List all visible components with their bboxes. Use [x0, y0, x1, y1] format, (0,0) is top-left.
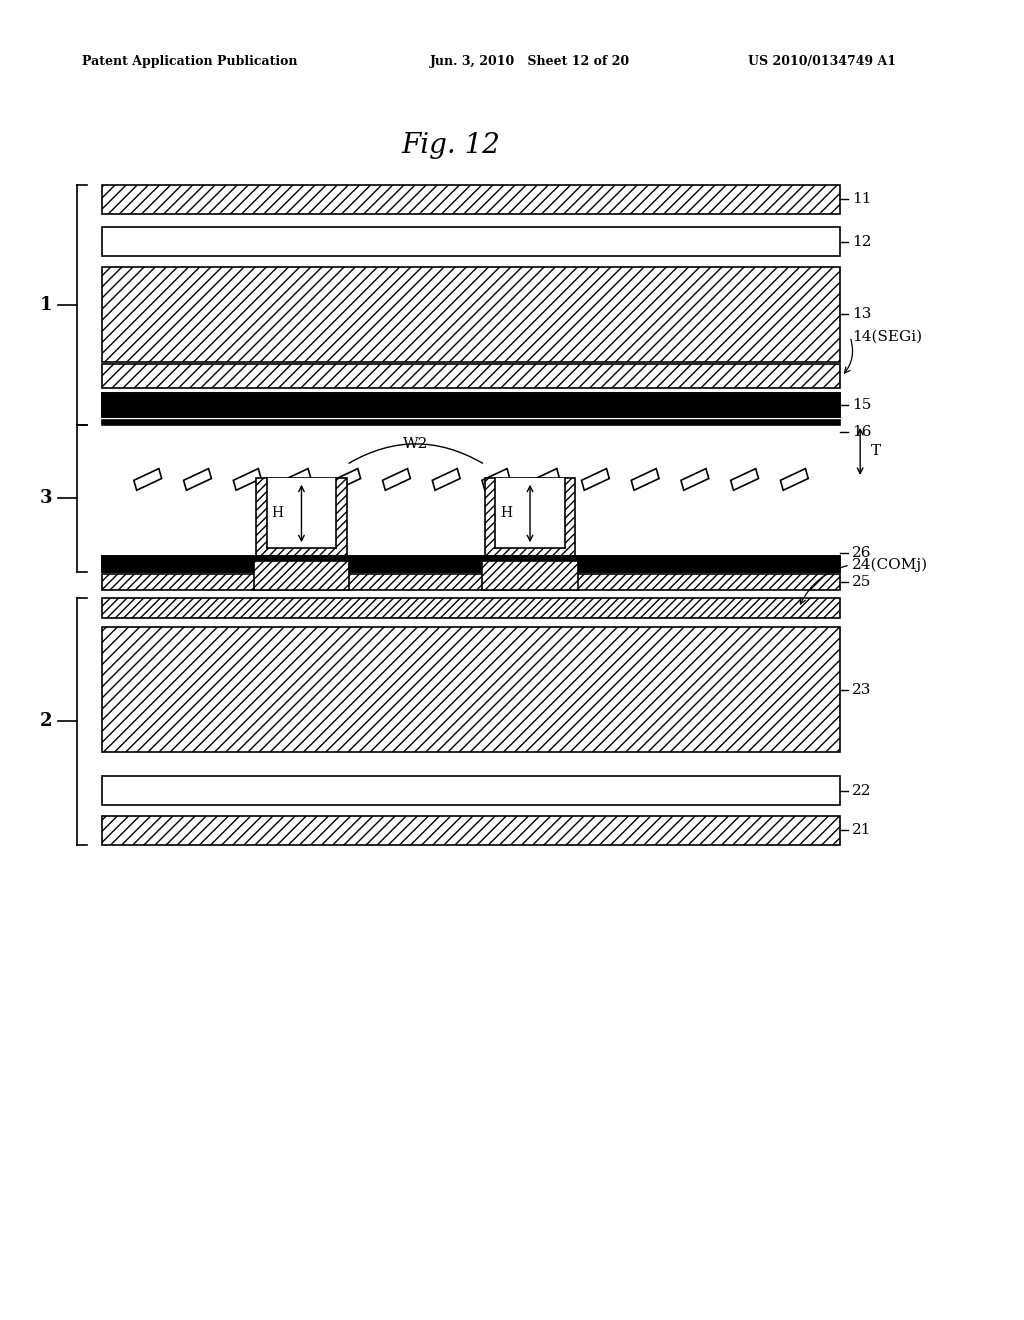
Text: 25: 25 [852, 576, 871, 589]
Text: 13: 13 [852, 308, 871, 321]
Text: Patent Application Publication: Patent Application Publication [82, 55, 297, 69]
Bar [102, 598, 840, 618]
Bar [256, 478, 346, 561]
Text: 15: 15 [852, 399, 871, 412]
Text: Jun. 3, 2010   Sheet 12 of 20: Jun. 3, 2010 Sheet 12 of 20 [430, 55, 630, 69]
Text: 14(SEGi): 14(SEGi) [852, 330, 922, 343]
Text: 3: 3 [40, 490, 52, 507]
Bar [102, 185, 840, 214]
Text: 24(COMj): 24(COMj) [852, 558, 928, 572]
Bar [102, 816, 840, 845]
Bar [102, 627, 840, 752]
Bar [102, 574, 840, 590]
Text: 12: 12 [852, 235, 871, 248]
Text: 26: 26 [852, 546, 871, 560]
Text: 2: 2 [40, 713, 52, 730]
Bar [254, 561, 349, 590]
Bar [102, 364, 840, 388]
Text: US 2010/0134749 A1: US 2010/0134749 A1 [748, 55, 896, 69]
Text: 11: 11 [852, 193, 871, 206]
Text: W2: W2 [403, 437, 428, 451]
Text: 22: 22 [852, 784, 871, 797]
Bar [102, 776, 840, 805]
Bar [496, 478, 565, 548]
Bar [102, 420, 840, 425]
Text: 16: 16 [852, 425, 871, 438]
Bar [102, 227, 840, 256]
Text: H: H [271, 506, 284, 520]
Text: 1: 1 [40, 296, 52, 314]
Text: Fig. 12: Fig. 12 [401, 132, 500, 158]
Bar [102, 556, 840, 572]
Bar [102, 393, 840, 417]
Text: H: H [501, 506, 512, 520]
Bar [266, 478, 336, 548]
Bar [102, 556, 840, 572]
Bar [482, 561, 578, 590]
Bar [485, 478, 575, 561]
Text: 23: 23 [852, 682, 871, 697]
Text: T: T [870, 445, 881, 458]
Text: 21: 21 [852, 824, 871, 837]
Bar [102, 267, 840, 362]
Bar [102, 393, 840, 417]
